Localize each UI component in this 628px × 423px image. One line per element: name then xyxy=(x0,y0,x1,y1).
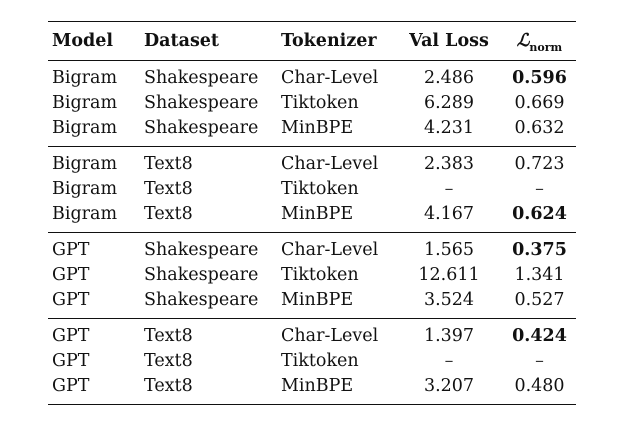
cell-model: Bigram xyxy=(48,116,140,147)
cell-dataset: Text8 xyxy=(144,351,193,371)
table-header: Model Dataset Tokenizer Val Loss ℒnorm xyxy=(48,21,576,61)
cell-val-loss: 1.565 xyxy=(423,240,475,260)
cell-norm-loss: 0.723 xyxy=(514,154,565,174)
norm-loss-subscript: norm xyxy=(529,41,563,54)
table-row: GPT Shakespeare Tiktoken 12.611 1.341 xyxy=(48,263,576,288)
cell-model: GPT xyxy=(48,288,140,319)
header-norm-loss: ℒnorm xyxy=(503,21,576,61)
cell-tokenizer: MinBPE xyxy=(277,116,395,147)
cell-dataset: Text8 xyxy=(144,179,193,199)
cell-dataset: Text8 xyxy=(140,374,277,405)
header-tokenizer: Tokenizer xyxy=(277,21,395,61)
table-row: Bigram Shakespeare Char-Level 2.486 0.596 xyxy=(48,61,576,92)
cell-val-loss: – xyxy=(444,179,454,199)
cell-tokenizer: MinBPE xyxy=(277,374,395,405)
cell-dataset: Shakespeare xyxy=(140,288,277,319)
cell-val-loss: 2.383 xyxy=(423,154,475,174)
cell-model: GPT xyxy=(48,374,140,405)
table-row: Bigram Shakespeare MinBPE 4.231 0.632 xyxy=(48,116,576,147)
cell-model: GPT xyxy=(52,240,90,260)
cell-val-loss: – xyxy=(444,351,454,371)
header-model: Model xyxy=(48,21,140,61)
cell-tokenizer: Char-Level xyxy=(281,154,379,174)
cell-norm-loss: – xyxy=(535,179,544,199)
cell-model: Bigram xyxy=(52,68,118,88)
cell-dataset: Text8 xyxy=(144,154,193,174)
cell-dataset: Shakespeare xyxy=(144,240,259,260)
cell-model: Bigram xyxy=(52,154,118,174)
cell-norm-loss: 0.424 xyxy=(512,326,567,346)
cell-val-loss: 3.207 xyxy=(395,374,503,405)
cell-val-loss: 1.397 xyxy=(423,326,475,346)
cell-tokenizer: MinBPE xyxy=(277,288,395,319)
cell-val-loss: 3.524 xyxy=(395,288,503,319)
cell-tokenizer: Tiktoken xyxy=(281,93,359,113)
cell-tokenizer: MinBPE xyxy=(277,202,395,233)
results-table: Model Dataset Tokenizer Val Loss ℒnorm B… xyxy=(48,21,576,405)
header-val-loss: Val Loss xyxy=(395,21,503,61)
cell-tokenizer: Tiktoken xyxy=(281,265,359,285)
table-body: Bigram Shakespeare Char-Level 2.486 0.596 Big… xyxy=(48,61,576,405)
cell-norm-loss: – xyxy=(535,351,544,371)
cell-norm-loss: 0.480 xyxy=(503,374,576,405)
cell-norm-loss: 0.596 xyxy=(512,68,567,88)
cell-dataset: Shakespeare xyxy=(144,68,259,88)
cell-tokenizer: Char-Level xyxy=(281,326,379,346)
cell-model: Bigram xyxy=(52,93,118,113)
cell-val-loss: 2.486 xyxy=(423,68,475,88)
cell-norm-loss: 0.527 xyxy=(503,288,576,319)
cell-tokenizer: Char-Level xyxy=(281,68,379,88)
table-row: GPT Text8 MinBPE 3.207 0.480 xyxy=(48,374,576,405)
cell-dataset: Shakespeare xyxy=(144,93,259,113)
cell-model: Bigram xyxy=(48,202,140,233)
cell-dataset: Shakespeare xyxy=(140,116,277,147)
table-row: Bigram Shakespeare Tiktoken 6.289 0.669 xyxy=(48,91,576,116)
cell-norm-loss: 0.632 xyxy=(503,116,576,147)
cell-model: Bigram xyxy=(52,179,118,199)
table-row: GPT Shakespeare MinBPE 3.524 0.527 xyxy=(48,288,576,319)
cell-model: GPT xyxy=(52,326,90,346)
cell-norm-loss: 0.375 xyxy=(512,240,567,260)
cell-model: GPT xyxy=(52,351,90,371)
cell-dataset: Text8 xyxy=(140,202,277,233)
cell-val-loss: 12.611 xyxy=(418,265,480,285)
table-row: GPT Text8 Tiktoken – – xyxy=(48,349,576,374)
table-row: Bigram Text8 Char-Level 2.383 0.723 xyxy=(48,147,576,178)
header-row: Model Dataset Tokenizer Val Loss ℒnorm xyxy=(48,21,576,61)
table-row: GPT Text8 Char-Level 1.397 0.424 xyxy=(48,319,576,350)
cell-norm-loss: 1.341 xyxy=(514,265,565,285)
norm-loss-symbol: ℒ xyxy=(516,31,530,51)
table-row: GPT Shakespeare Char-Level 1.565 0.375 xyxy=(48,233,576,264)
cell-dataset: Text8 xyxy=(144,326,193,346)
cell-tokenizer: Tiktoken xyxy=(281,179,359,199)
cell-val-loss: 6.289 xyxy=(423,93,475,113)
cell-norm-loss: 0.624 xyxy=(503,202,576,233)
cell-val-loss: 4.231 xyxy=(395,116,503,147)
table-row: Bigram Text8 MinBPE 4.167 0.624 xyxy=(48,202,576,233)
cell-dataset: Shakespeare xyxy=(144,265,259,285)
cell-val-loss: 4.167 xyxy=(395,202,503,233)
cell-norm-loss: 0.669 xyxy=(514,93,565,113)
cell-tokenizer: Tiktoken xyxy=(281,351,359,371)
header-dataset: Dataset xyxy=(140,21,277,61)
cell-model: GPT xyxy=(52,265,90,285)
cell-tokenizer: Char-Level xyxy=(281,240,379,260)
table-row: Bigram Text8 Tiktoken – – xyxy=(48,177,576,202)
